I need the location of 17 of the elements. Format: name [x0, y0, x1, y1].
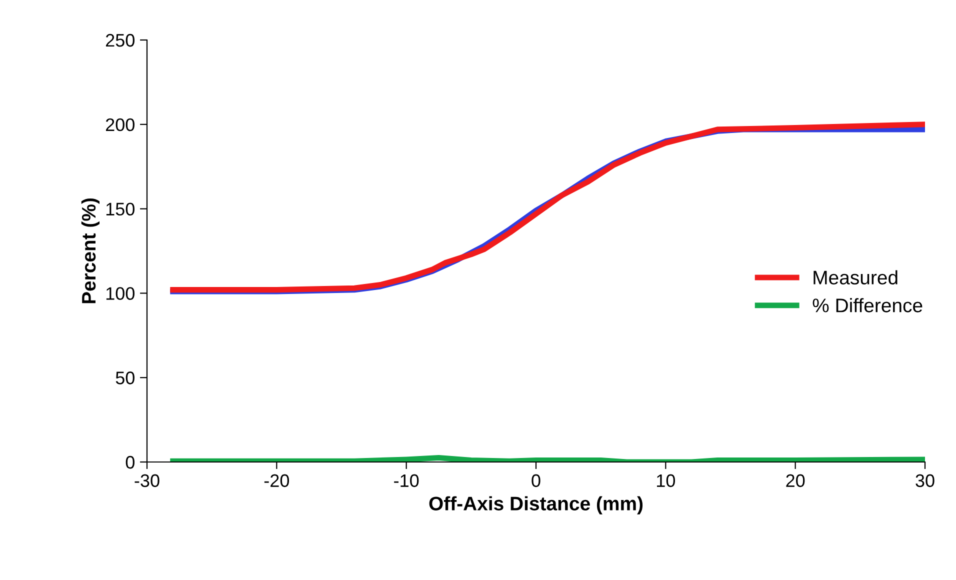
x-tick-label: -10 [394, 474, 419, 488]
legend-label: % Difference [812, 298, 922, 312]
x-tick-label: 20 [786, 474, 805, 488]
y-tick-label: 100 [106, 287, 134, 300]
y-tick-label: 150 [106, 202, 134, 216]
x-tick-label: -20 [264, 474, 290, 488]
x-tick-label: -30 [134, 474, 160, 488]
x-axis-title: Off-Axis Distance (mm) [429, 496, 643, 514]
legend-label: Measured [814, 270, 898, 284]
y-tick-label: 250 [106, 34, 134, 47]
x-tick-label: 10 [657, 474, 676, 488]
x-tick-label: 0 [532, 474, 540, 488]
x-tick-label: 30 [916, 474, 934, 488]
y-tick-label: 0 [126, 456, 134, 469]
y-tick-label: 50 [116, 372, 134, 384]
y-tick-label: 200 [106, 118, 134, 132]
y-axis-title: Percent (%) [81, 198, 100, 304]
